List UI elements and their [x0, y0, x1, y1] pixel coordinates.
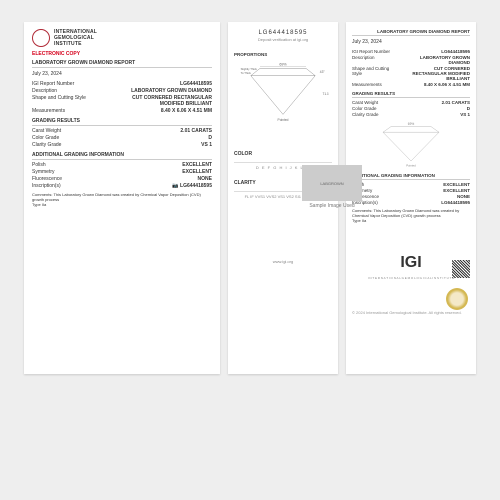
institute-name: INTERNATIONAL GEMOLOGICAL INSTITUTE: [54, 29, 97, 47]
report-page-1: INTERNATIONAL GEMOLOGICAL INSTITUTE ELEC…: [24, 22, 220, 374]
sample-caption: Sample Image Used: [302, 203, 362, 209]
report-date: July 23, 2024: [32, 71, 212, 77]
row-color: Color GradeD: [32, 135, 212, 141]
row-clarity: Clarity GradeVS 1: [32, 142, 212, 148]
row-report-number: IGI Report NumberLG644418595: [32, 81, 212, 87]
p3-diagram: 69% Pointed: [371, 121, 451, 169]
row-inscription: Inscription(s)📷 LG644418595: [32, 183, 212, 189]
row-carat: Carat Weight2.01 CARATS: [32, 128, 212, 134]
p3-date: July 23, 2024: [352, 39, 470, 45]
cert-number: LG644418595: [234, 30, 332, 36]
color-scale-title: COLOR: [234, 151, 332, 157]
svg-text:Pointed: Pointed: [406, 164, 416, 168]
section-grading: GRADING RESULTS: [32, 118, 212, 126]
svg-text:69%: 69%: [279, 63, 287, 67]
row-fluorescence: FluorescenceNONE: [32, 176, 212, 182]
section-additional: ADDITIONAL GRADING INFORMATION: [32, 152, 212, 160]
row-shape: Shape and Cutting StyleCUT CORNERED RECT…: [32, 95, 212, 107]
row-description: DescriptionLABORATORY GROWN DIAMOND: [32, 88, 212, 94]
row-symmetry: SymmetryEXCELLENT: [32, 169, 212, 175]
electronic-copy-label: ELECTRONIC COPY: [32, 51, 212, 57]
report-title: LABORATORY GROWN DIAMOND REPORT: [32, 60, 212, 68]
svg-text:43°: 43°: [320, 70, 326, 74]
svg-text:To Thick: To Thick: [241, 71, 252, 75]
disclaimer: © 2024 International Gemological Institu…: [352, 310, 470, 315]
comments: Comments: This Laboratory Grown Diamond …: [32, 192, 212, 208]
proportions-title: PROPORTIONS: [234, 52, 332, 57]
svg-text:69%: 69%: [408, 122, 415, 126]
report-page-3: LABORATORY GROWN DIAMOND REPORT July 23,…: [346, 22, 476, 374]
svg-text:71.1%: 71.1%: [323, 92, 329, 96]
p3-title: LABORATORY GROWN DIAMOND REPORT: [352, 29, 470, 36]
diamond-diagram: 69% 43° 71.1% Slightly Thick To Thick Po…: [237, 61, 329, 125]
qr-code-icon: [452, 260, 470, 278]
row-measurements: Measurements8.40 X 6.06 X 4.51 MM: [32, 108, 212, 114]
igi-subtitle: I N T E R N A T I O N A L G E M O L O G …: [352, 276, 470, 280]
sample-image: LABGROWN Sample Image Used: [302, 165, 362, 209]
svg-text:Pointed: Pointed: [278, 118, 289, 122]
website: www.igi.org: [234, 259, 332, 264]
svg-text:Slightly Thick: Slightly Thick: [241, 67, 258, 71]
canvas: INTERNATIONAL GEMOLOGICAL INSTITUTE ELEC…: [0, 0, 500, 500]
header-logo: INTERNATIONAL GEMOLOGICAL INSTITUTE: [32, 29, 212, 47]
igi-ring-icon: [32, 29, 50, 47]
cert-sub: Deposit verification at igi.org: [234, 37, 332, 42]
row-polish: PolishEXCELLENT: [32, 162, 212, 168]
sample-watermark: LABGROWN: [320, 181, 343, 186]
seal-icon: [446, 288, 468, 310]
